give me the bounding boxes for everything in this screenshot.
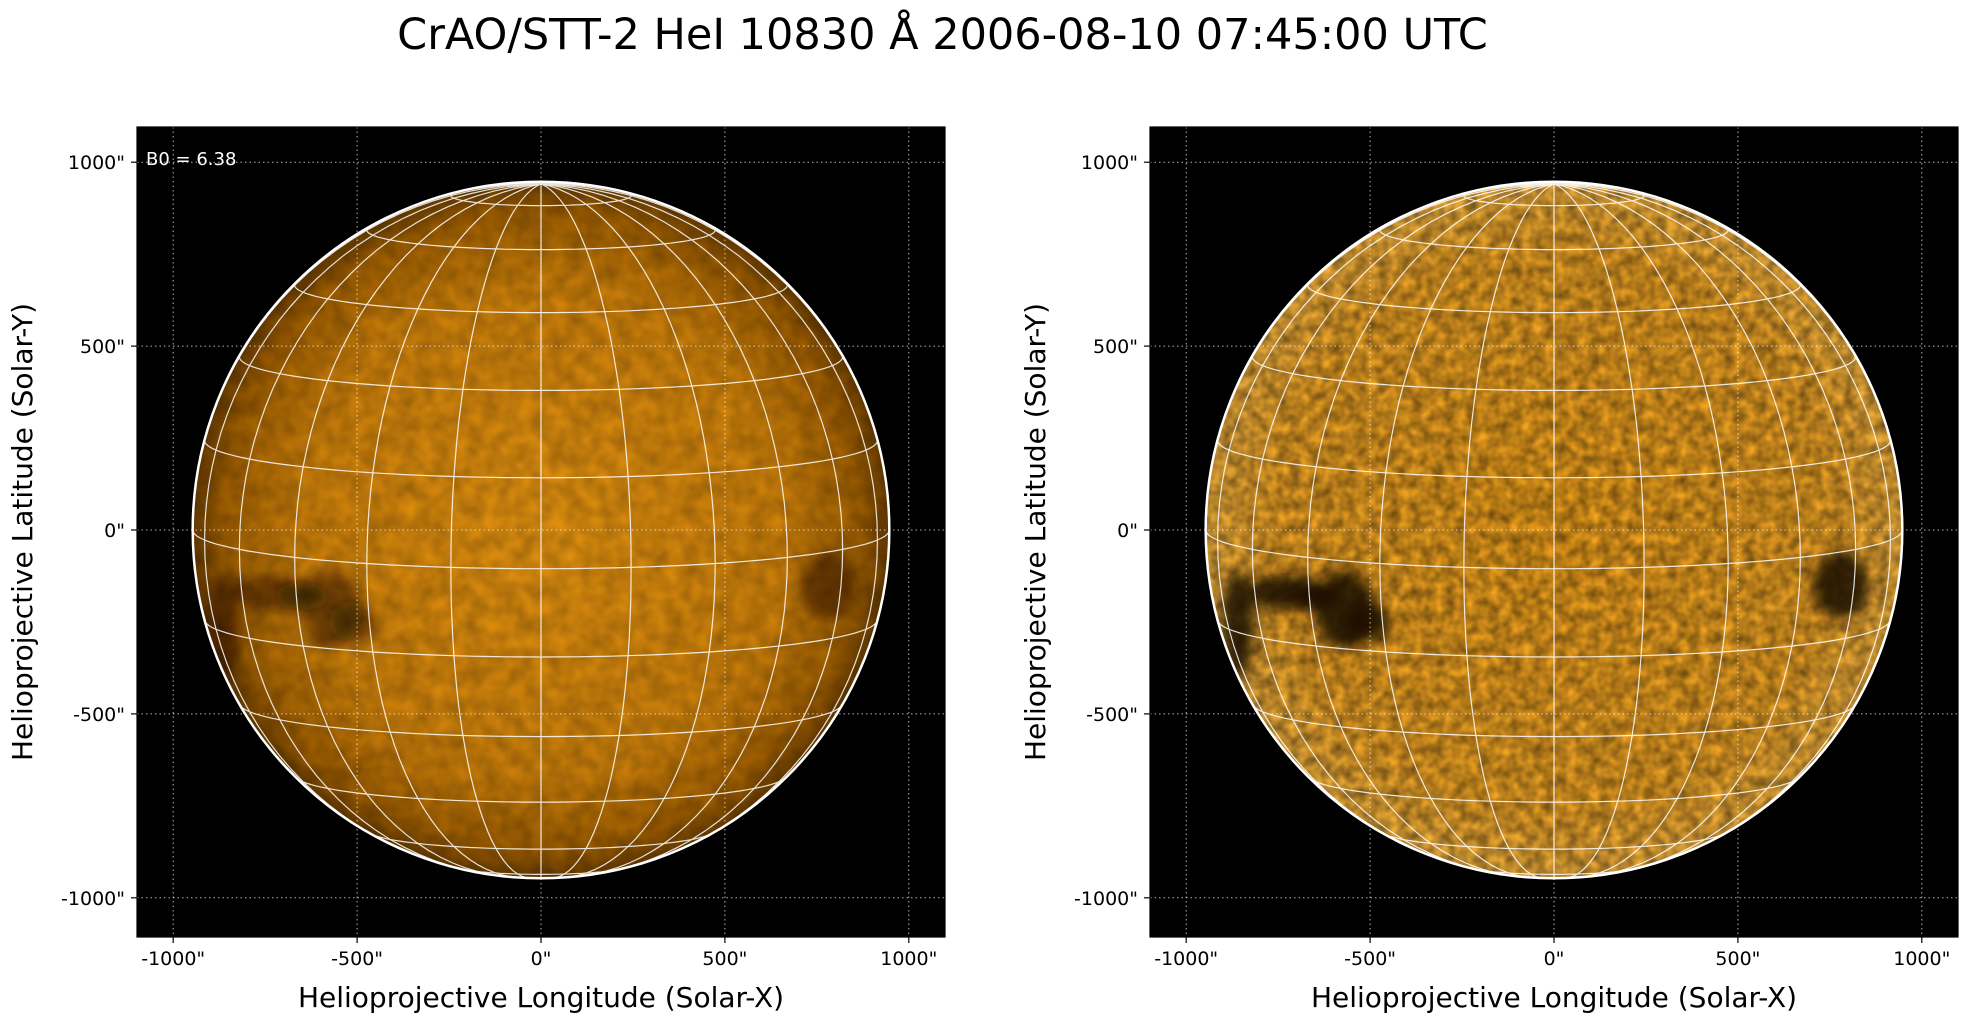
x-tick-label: 500" (702, 948, 747, 970)
y-tick-label: -500" (73, 704, 125, 726)
heliographic-grid (192, 181, 890, 879)
y-axis-label: Helioprojective Latitude (Solar-Y) (1019, 303, 1052, 761)
limb-outline (191, 180, 891, 880)
y-tick-label: 500" (80, 336, 125, 358)
y-tick-label: 0" (1117, 520, 1138, 542)
right-panel: -1000" -500" 0" 500" 1000" 1000" 500" 0" -500" -1… (1019, 126, 1959, 1014)
x-tick-label: 1000" (1893, 948, 1950, 970)
y-tick-label: 1000" (68, 152, 125, 174)
x-tick-label: 1000" (880, 948, 937, 970)
x-tick-label: 0" (531, 948, 552, 970)
y-tick-label: 0" (104, 520, 125, 542)
y-axis-label: Helioprojective Latitude (Solar-Y) (6, 303, 39, 761)
b0-annotation: B0 = 6.38 (146, 149, 236, 170)
y-tick-label: -1000" (1074, 888, 1138, 910)
figure-title: CrAO/STT-2 HeI 10830 Å 2006-08-10 07:45:… (397, 10, 1488, 60)
limb-outline (1204, 180, 1904, 880)
x-tick-label: -500" (1344, 948, 1396, 970)
x-tick-label: -1000" (141, 948, 205, 970)
y-tick-label: -1000" (61, 888, 125, 910)
y-tick-label: -500" (1086, 704, 1138, 726)
x-tick-label: -1000" (1154, 948, 1218, 970)
left-panel: -1000" -500" 0" 500" 1000" 1000" 500" 0" -500" -1… (6, 126, 946, 1014)
x-axis-label: Helioprojective Longitude (Solar-X) (298, 981, 784, 1014)
x-tick-label: -500" (331, 948, 383, 970)
y-tick-label: 500" (1093, 336, 1138, 358)
x-tick-label: 0" (1544, 948, 1565, 970)
x-tick-label: 500" (1715, 948, 1760, 970)
y-tick-label: 1000" (1081, 152, 1138, 174)
heliographic-grid (1205, 181, 1903, 879)
x-axis-label: Helioprojective Longitude (Solar-X) (1311, 981, 1797, 1014)
dark-features (1221, 551, 1869, 681)
